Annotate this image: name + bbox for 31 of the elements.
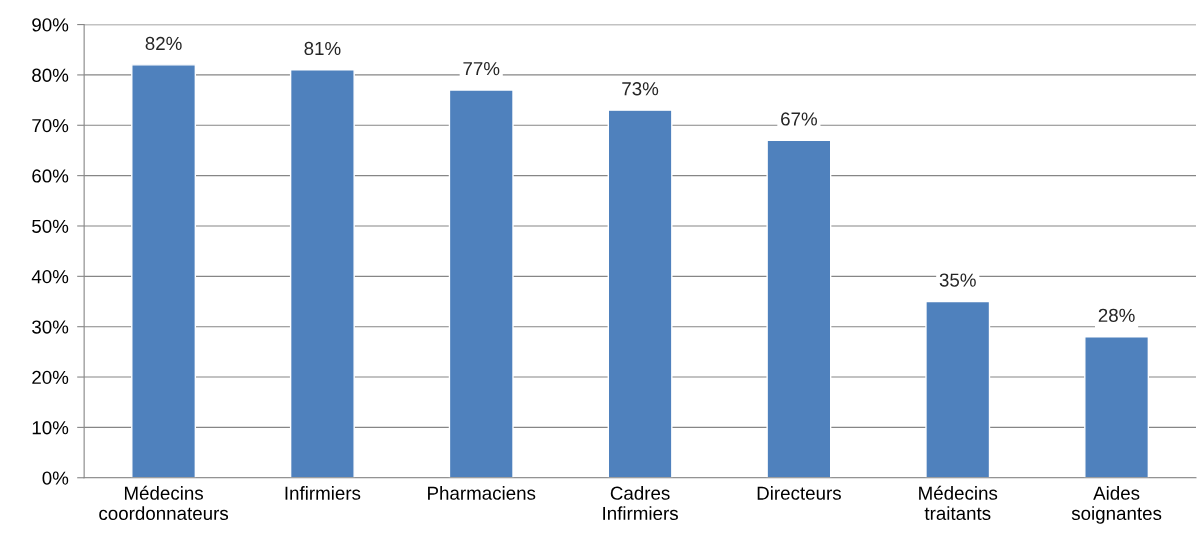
- y-tick-label: 10%: [32, 421, 69, 435]
- bar: [766, 139, 832, 478]
- x-tick-label: Cadres Infirmiers: [603, 486, 678, 521]
- y-tick-label: 70%: [32, 118, 69, 133]
- x-tick-label: Pharmaciens: [428, 486, 536, 500]
- data-label: 28%: [1098, 308, 1135, 322]
- bar: [448, 89, 514, 478]
- x-tick-label: Médecins traitants: [919, 485, 998, 521]
- data-label: 77%: [463, 62, 500, 76]
- y-tick-label: 30%: [32, 320, 69, 334]
- data-label: 35%: [939, 273, 976, 287]
- data-label: 67%: [781, 112, 817, 126]
- data-label: 82%: [145, 36, 182, 51]
- bar: [289, 69, 355, 478]
- x-tick-label: Médecins coordonnateurs: [99, 485, 229, 521]
- bar: [1084, 336, 1150, 478]
- y-tick-label: 50%: [32, 219, 69, 233]
- y-tick-label: 80%: [32, 68, 69, 82]
- y-tick-label: 60%: [32, 169, 69, 183]
- y-tick-label: 0%: [42, 471, 69, 485]
- x-tick-label: Infirmiers: [285, 486, 361, 500]
- data-label: 73%: [622, 82, 659, 96]
- y-tick-label: 40%: [31, 270, 69, 284]
- data-label: 81%: [304, 41, 341, 56]
- y-tick-label: 20%: [32, 370, 69, 385]
- x-tick-label: Directeurs: [757, 486, 841, 500]
- bar: [131, 64, 197, 478]
- y-tick-label: 90%: [32, 18, 69, 32]
- bar: [925, 300, 991, 478]
- bar: [607, 109, 673, 478]
- x-tick-label: Aides soignantes: [1071, 486, 1162, 524]
